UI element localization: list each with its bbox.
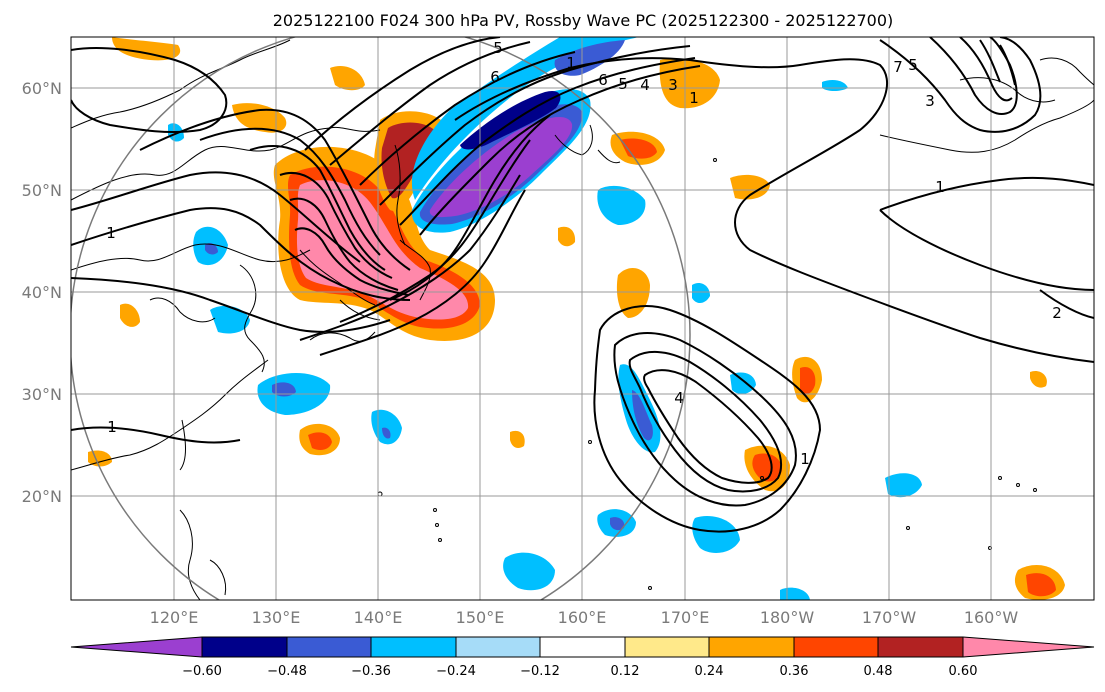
colorbar-tick-label: 0.60 bbox=[949, 664, 978, 679]
contour-label: 1 bbox=[106, 224, 116, 242]
lat-label-60n: 60°N bbox=[22, 79, 62, 98]
contour-label: 1 bbox=[935, 178, 945, 196]
colorbar-tick-label: −0.36 bbox=[351, 664, 391, 679]
lon-label-180w: 180°W bbox=[760, 608, 815, 627]
contour-label: 1 bbox=[107, 418, 117, 436]
longitude-labels: 120°E 130°E 140°E 150°E 160°E 170°E 180°… bbox=[150, 608, 1019, 627]
lat-label-50n: 50°N bbox=[22, 181, 62, 200]
lat-label-30n: 30°N bbox=[22, 385, 62, 404]
contour-labels: 5 6 6 5 4 3 1 1 1 5 7 3 2 4 1 1 1 bbox=[106, 39, 1062, 468]
contour-label: 3 bbox=[668, 76, 678, 94]
lat-label-40n: 40°N bbox=[22, 283, 62, 302]
colorbar: −0.60 −0.48 −0.36 −0.24 −0.12 0.12 0.24 … bbox=[70, 636, 1095, 679]
colorbar-swatch bbox=[371, 637, 456, 657]
lon-label-170w: 170°W bbox=[862, 608, 917, 627]
lon-label-140e: 140°E bbox=[354, 608, 403, 627]
colorbar-swatch bbox=[540, 637, 625, 657]
colorbar-tick-label: 0.12 bbox=[611, 664, 640, 679]
contour-label: 1 bbox=[800, 450, 810, 468]
contour-label: 5 bbox=[493, 39, 503, 57]
colorbar-swatch bbox=[625, 637, 709, 657]
colorbar-swatch bbox=[963, 637, 1094, 657]
lon-label-170e: 170°E bbox=[661, 608, 710, 627]
contour-label: 1 bbox=[566, 54, 576, 72]
colorbar-tick-label: −0.48 bbox=[267, 664, 307, 679]
contour-label: 4 bbox=[640, 76, 650, 94]
lon-label-160e: 160°E bbox=[558, 608, 607, 627]
pv-contours bbox=[71, 37, 1094, 533]
colorbar-tick-label: 0.36 bbox=[780, 664, 809, 679]
colorbar-tick-label: −0.12 bbox=[520, 664, 560, 679]
lon-label-120e: 120°E bbox=[150, 608, 199, 627]
colorbar-swatch bbox=[709, 637, 794, 657]
colorbar-swatch bbox=[202, 637, 287, 657]
colorbar-swatch bbox=[878, 637, 963, 657]
latitude-labels: 20°N 30°N 40°N 50°N 60°N bbox=[22, 79, 62, 506]
colorbar-tick-label: 0.48 bbox=[864, 664, 893, 679]
lon-label-160w: 160°W bbox=[964, 608, 1019, 627]
colorbar-swatch bbox=[456, 637, 540, 657]
colorbar-swatch bbox=[794, 637, 878, 657]
contour-label: 5 bbox=[618, 75, 628, 93]
lat-label-20n: 20°N bbox=[22, 487, 62, 506]
lon-label-150e: 150°E bbox=[456, 608, 505, 627]
map-frame bbox=[70, 36, 1095, 601]
colorbar-tick-label: −0.24 bbox=[436, 664, 476, 679]
map-panel: 5 6 6 5 4 3 1 1 1 5 7 3 2 4 1 1 1 bbox=[71, 37, 1094, 600]
contour-label: 4 bbox=[674, 389, 684, 407]
lon-label-130e: 130°E bbox=[252, 608, 301, 627]
figure-title: 2025122100 F024 300 hPa PV, Rossby Wave … bbox=[273, 11, 894, 30]
contour-label: 3 bbox=[925, 92, 935, 110]
colorbar-tick-label: −0.60 bbox=[182, 664, 222, 679]
contour-label: 2 bbox=[1052, 304, 1062, 322]
colorbar-tick-label: 0.24 bbox=[695, 664, 724, 679]
contour-label: 1 bbox=[689, 89, 699, 107]
contour-label: 5 bbox=[908, 56, 918, 74]
gridlines bbox=[71, 37, 1094, 600]
contour-label: 6 bbox=[490, 68, 500, 86]
colorbar-swatch bbox=[71, 637, 202, 657]
contour-label: 6 bbox=[598, 71, 608, 89]
contour-label: 7 bbox=[893, 58, 903, 76]
reference-circle bbox=[71, 37, 691, 600]
colorbar-swatch bbox=[287, 637, 371, 657]
